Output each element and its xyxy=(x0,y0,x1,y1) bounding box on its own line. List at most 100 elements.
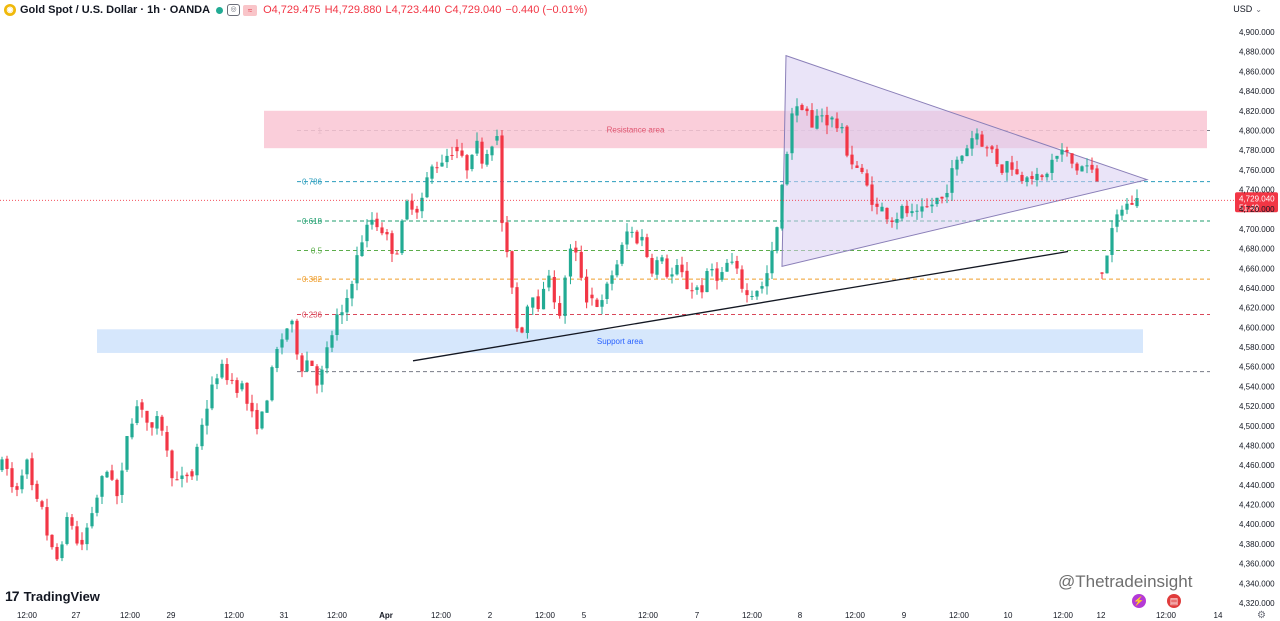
candle-body xyxy=(50,534,54,548)
candle-body xyxy=(625,231,629,245)
candle-body xyxy=(200,424,204,447)
candle-body xyxy=(795,106,799,116)
candle-body xyxy=(600,300,604,307)
candle-body xyxy=(60,544,64,559)
candle-body xyxy=(780,184,784,229)
price-tick-label: 4,700.000 xyxy=(1239,225,1275,234)
zones[interactable]: Resistance area Support area xyxy=(97,110,1207,353)
candle-body xyxy=(875,203,879,207)
candle-body xyxy=(980,134,984,147)
candle-body xyxy=(485,153,489,165)
candle-body xyxy=(885,207,889,220)
candle-body xyxy=(940,196,944,199)
time-tick-label: 2 xyxy=(488,611,493,620)
chevron-down-icon: ⌄ xyxy=(1255,5,1262,14)
candle-body xyxy=(90,513,94,527)
zone-rect[interactable] xyxy=(264,110,1207,149)
candle-body xyxy=(1125,203,1129,210)
candle-body xyxy=(965,148,969,157)
candle-body xyxy=(145,410,149,423)
tradingview-mark-icon: 17 xyxy=(5,588,20,604)
price-axis[interactable]: 4,320.000 4,340.000 4,360.000 4,380.000 4,40… xyxy=(1239,28,1275,608)
candle-body xyxy=(295,320,299,355)
candle-body xyxy=(531,297,535,308)
time-tick-label: 12:00 xyxy=(431,611,452,620)
price-tick-label: 4,620.000 xyxy=(1239,304,1275,313)
currency-selector[interactable]: USD ⌄ xyxy=(1233,4,1262,14)
candle-body xyxy=(0,459,4,471)
eye-icon[interactable]: ◎ xyxy=(227,4,241,16)
candle-body xyxy=(155,416,159,429)
candle-body xyxy=(165,432,169,451)
candle-body xyxy=(110,470,114,480)
time-tick-label: 12:00 xyxy=(327,611,348,620)
candle-body xyxy=(1035,173,1039,181)
candle-body xyxy=(505,222,509,253)
candle-body xyxy=(480,141,484,164)
candle-body xyxy=(925,206,929,208)
support-trendline[interactable] xyxy=(412,250,1069,362)
candle-body xyxy=(520,327,524,333)
candle-body xyxy=(210,384,214,409)
candle-body xyxy=(1100,272,1104,274)
tradingview-logo[interactable]: 17 TradingView xyxy=(5,588,100,604)
candle-body xyxy=(290,320,294,325)
candle-body xyxy=(800,104,804,111)
candle-body xyxy=(1050,159,1054,173)
gear-icon[interactable]: ⚙ xyxy=(1257,610,1266,621)
candle-body xyxy=(975,133,979,140)
candle-body xyxy=(970,138,974,149)
candle-body xyxy=(385,232,389,235)
trendline[interactable] xyxy=(412,250,1069,362)
candle-body xyxy=(640,236,644,241)
candle-body xyxy=(20,475,24,490)
price-tick-label: 4,760.000 xyxy=(1239,166,1275,175)
flag-badge-icon[interactable]: ▤ xyxy=(1167,594,1181,608)
price-tick-label: 4,880.000 xyxy=(1239,48,1275,57)
candle-body xyxy=(610,275,614,284)
symbol-title[interactable]: Gold Spot / U.S. Dollar · 1h · OANDA xyxy=(20,4,211,16)
candle-body xyxy=(720,272,724,280)
candle-body xyxy=(65,516,69,544)
triangle-shape[interactable] xyxy=(781,54,1149,267)
price-tick-label: 4,500.000 xyxy=(1239,422,1275,431)
candle-body xyxy=(510,251,514,288)
candle-body xyxy=(568,248,573,277)
time-axis[interactable]: 12:00 27 12:00 29 12:00 31 12:00 Apr 12:00 2 12:00… xyxy=(17,611,1223,620)
wave-icon[interactable]: ≈ xyxy=(243,4,258,16)
candle-body xyxy=(240,383,244,390)
price-tick-label: 4,800.000 xyxy=(1239,126,1275,135)
candle-body xyxy=(300,355,304,372)
candle-body xyxy=(541,288,546,310)
candle-body xyxy=(605,283,609,299)
candle-body xyxy=(495,136,499,141)
candle-body xyxy=(215,378,219,385)
candle-body xyxy=(910,211,914,214)
candle-body xyxy=(1060,149,1064,155)
lightning-badge-icon[interactable]: ⚡ xyxy=(1132,594,1146,608)
candle-body xyxy=(55,546,59,560)
price-tick-label: 4,380.000 xyxy=(1239,540,1275,549)
candle-body xyxy=(190,471,194,477)
candle-body xyxy=(805,108,809,112)
candle-body xyxy=(650,257,654,274)
candle-body xyxy=(305,360,309,372)
triangle-pattern[interactable] xyxy=(781,54,1149,267)
candle-body xyxy=(5,458,9,469)
candle-body xyxy=(450,154,454,156)
price-tick-label: 4,720.000 xyxy=(1239,205,1275,214)
price-tick-label: 4,340.000 xyxy=(1239,579,1275,588)
zone-rect[interactable] xyxy=(97,329,1143,353)
candle-body xyxy=(855,165,859,168)
candle-body xyxy=(1075,163,1079,171)
fib-level-label: 0.786 xyxy=(302,178,323,187)
candle-body xyxy=(620,244,624,264)
candle-body xyxy=(990,146,994,150)
fib-level-label: 0 xyxy=(318,368,323,377)
candle-body xyxy=(490,146,494,156)
candle-body xyxy=(375,218,379,228)
price-tick-label: 4,400.000 xyxy=(1239,520,1275,529)
candle-body xyxy=(1095,168,1099,182)
